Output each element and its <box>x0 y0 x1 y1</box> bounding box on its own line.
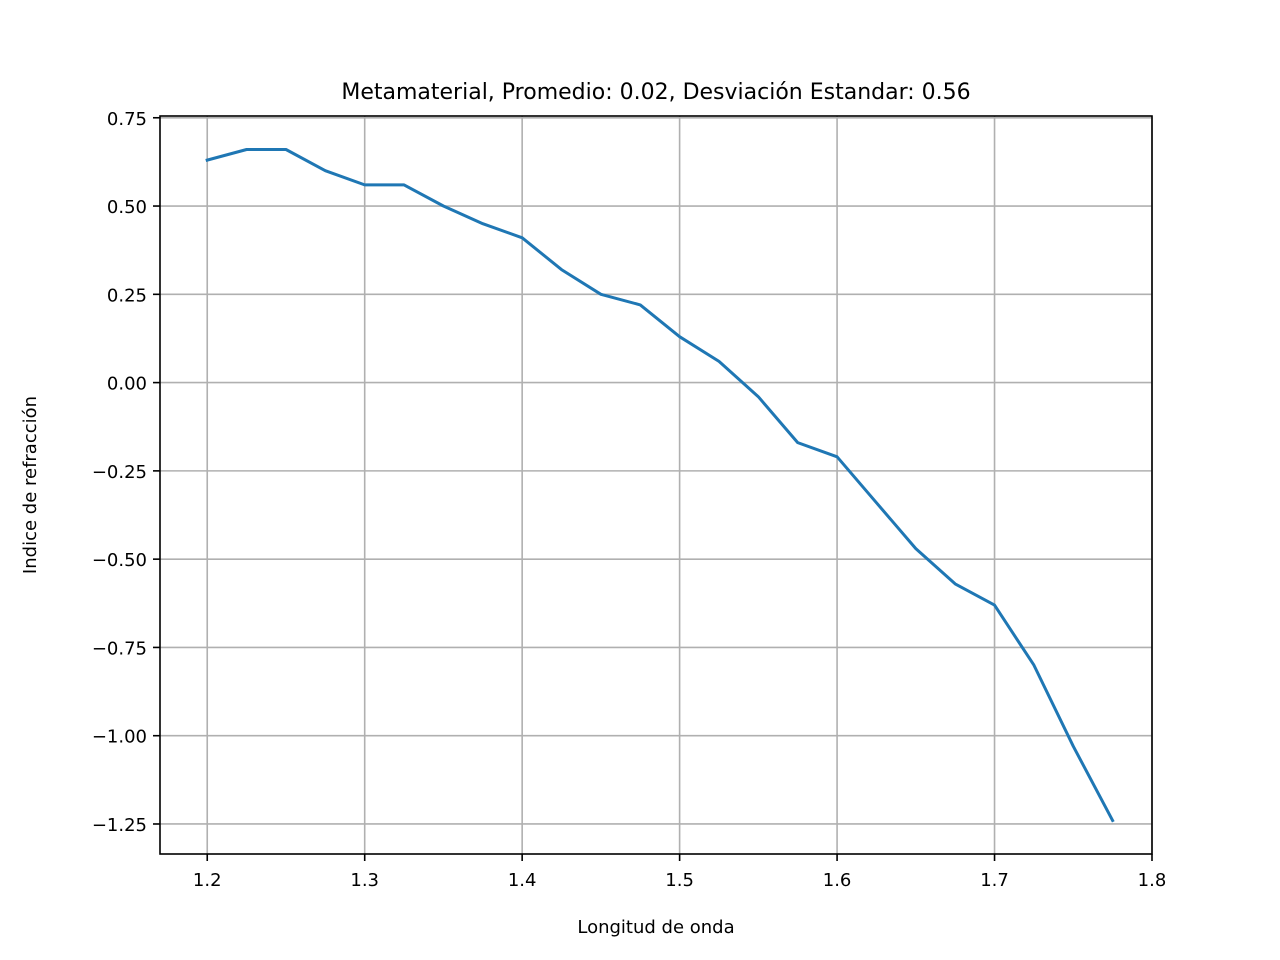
y-tick-label: −0.25 <box>92 462 147 483</box>
x-tick-label: 1.4 <box>508 870 537 891</box>
y-axis-label: Indice de refracción <box>20 396 41 574</box>
y-tick-label: −0.75 <box>92 638 147 659</box>
y-tick-label: 0.75 <box>107 109 147 130</box>
y-axis: 0.75 0.50 0.25 0.00 −0.25 −0.50 −0.75 −1.00 −1.2… <box>92 109 160 836</box>
x-tick-label: 1.3 <box>350 870 379 891</box>
series-line <box>205 148 1115 823</box>
x-tick-label: 1.5 <box>665 870 694 891</box>
x-tick-label: 1.6 <box>823 870 852 891</box>
x-tick-label: 1.8 <box>1138 870 1167 891</box>
y-tick-label: −0.50 <box>92 550 147 571</box>
plot-area <box>160 116 1152 854</box>
x-tick-label: 1.2 <box>193 870 222 891</box>
y-tick-label: 0.25 <box>107 285 147 306</box>
axes-frame <box>159 115 1153 855</box>
x-axis: 1.2 1.3 1.4 1.5 1.6 1.7 1.8 <box>193 854 1166 891</box>
x-axis-label: Longitud de onda <box>577 917 734 938</box>
chart-title: Metamaterial, Promedio: 0.02, Desviación… <box>341 80 970 105</box>
y-tick-label: −1.00 <box>92 727 147 748</box>
x-tick-label: 1.7 <box>980 870 1009 891</box>
series-layer <box>205 148 1115 823</box>
y-tick-label: −1.25 <box>92 815 147 836</box>
y-tick-label: 0.50 <box>107 197 147 218</box>
y-tick-label: 0.00 <box>107 374 147 395</box>
